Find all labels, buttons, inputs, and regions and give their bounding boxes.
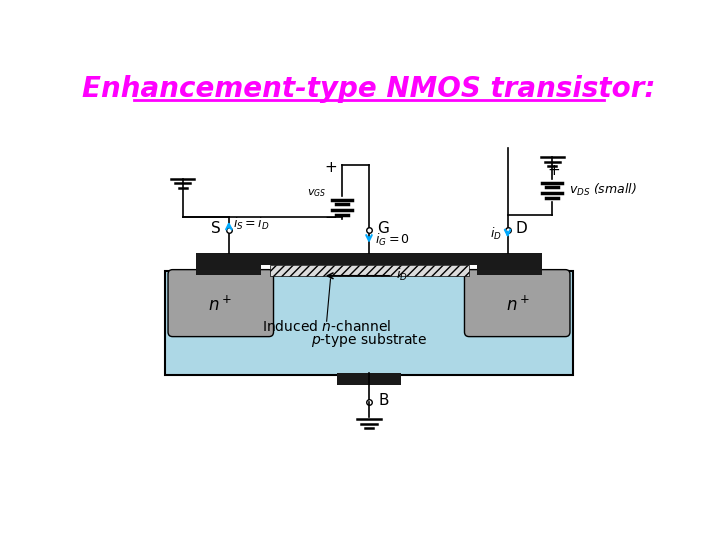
Text: B: B [378,393,389,408]
Text: D: D [516,221,527,237]
Text: $v_{GS}$: $v_{GS}$ [307,187,326,199]
Text: G: G [377,221,389,237]
Text: +: + [324,160,337,175]
Text: Induced $n$-channel: Induced $n$-channel [262,319,391,334]
Text: $n^+$: $n^+$ [505,295,530,315]
Bar [196,253,261,275]
Bar [260,253,478,265]
Text: $i_G = 0$: $i_G = 0$ [375,232,410,248]
Text: S: S [212,221,221,237]
Text: Enhancement-type NMOS transistor:: Enhancement-type NMOS transistor: [82,76,656,104]
Bar [337,373,401,385]
Text: −: − [324,210,337,225]
Bar [165,271,573,375]
FancyBboxPatch shape [464,269,570,336]
Text: $i_D$: $i_D$ [396,267,408,283]
Text: $n^+$: $n^+$ [208,295,233,315]
Text: +: + [547,163,560,178]
Text: $v_{DS}$ (small): $v_{DS}$ (small) [570,183,637,198]
Text: $p$-type substrate: $p$-type substrate [311,332,427,349]
Bar [477,253,542,275]
FancyBboxPatch shape [168,269,274,336]
Bar [271,265,469,276]
Text: $i_D$: $i_D$ [490,226,501,242]
Text: $i_S = i_D$: $i_S = i_D$ [233,216,270,232]
